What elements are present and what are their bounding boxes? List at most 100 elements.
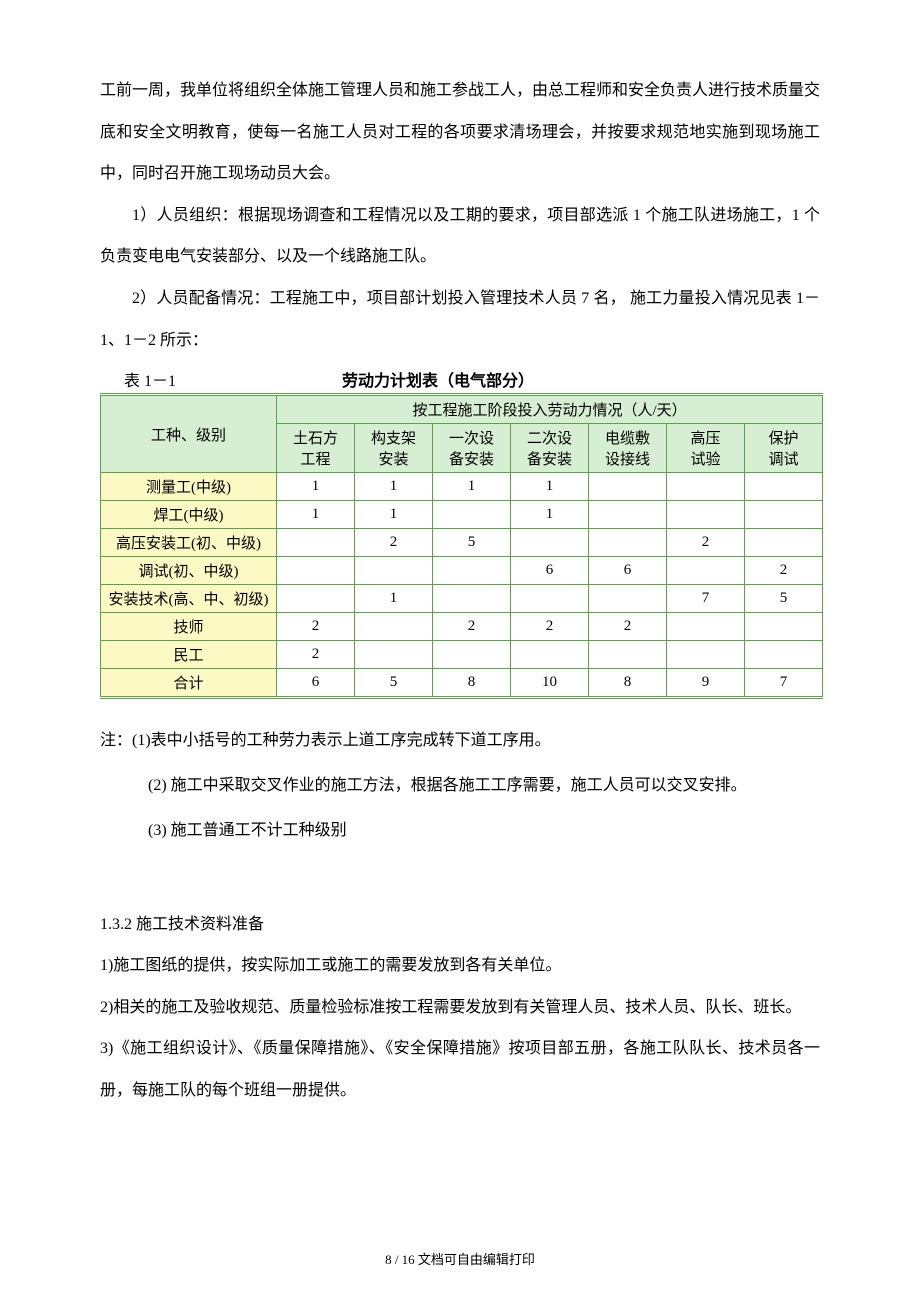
row-label: 高压安装工(初、中级) <box>101 529 277 557</box>
table-cell: 1 <box>355 473 433 501</box>
table-cell: 2 <box>277 613 355 641</box>
header-group: 按工程施工阶段投入劳动力情况（人/天） <box>277 395 823 424</box>
section-item-1: 1)施工图纸的提供，按实际加工或施工的需要发放到各有关单位。 <box>100 945 820 987</box>
row-label: 技师 <box>101 613 277 641</box>
section-item-3: 3)《施工组织设计》、《质量保障措施》、《安全保障措施》按项目部五册，各施工队队… <box>100 1028 820 1111</box>
table-cell <box>745 613 823 641</box>
paragraph-item-2: 2）人员配备情况：工程施工中，项目部计划投入管理技术人员 7 名， 施工力量投入… <box>100 278 820 361</box>
table-cell: 2 <box>589 613 667 641</box>
header-col-0: 土石方工程 <box>277 424 355 473</box>
header-col-4: 电缆敷设接线 <box>589 424 667 473</box>
table-cell <box>589 501 667 529</box>
table-cell: 2 <box>277 641 355 669</box>
table-cell <box>589 641 667 669</box>
table-cell: 5 <box>355 669 433 698</box>
table-row: 民工2 <box>101 641 823 669</box>
table-cell <box>433 557 511 585</box>
table-cell <box>433 641 511 669</box>
row-label: 焊工(中级) <box>101 501 277 529</box>
page-content: 工前一周，我单位将组织全体施工管理人员和施工参战工人，由总工程师和安全负责人进行… <box>0 0 920 1152</box>
table-cell: 1 <box>511 473 589 501</box>
note-2: (2) 施工中采取交叉作业的施工方法，根据各施工工序需要，施工人员可以交叉安排。 <box>100 764 820 809</box>
header-col-3: 二次设备安装 <box>511 424 589 473</box>
paragraph-item-1: 1）人员组织：根据现场调查和工程情况以及工期的要求，项目部选派 1 个施工队进场… <box>100 195 820 278</box>
section-heading: 1.3.2 施工技术资料准备 <box>100 904 820 946</box>
table-cell <box>511 641 589 669</box>
table-cell <box>277 585 355 613</box>
table-cell: 9 <box>667 669 745 698</box>
table-cell <box>433 501 511 529</box>
row-label: 安装技术(高、中、初级) <box>101 585 277 613</box>
table-cell <box>667 501 745 529</box>
table-row: 焊工(中级)111 <box>101 501 823 529</box>
table-row: 高压安装工(初、中级)252 <box>101 529 823 557</box>
section-1-3-2: 1.3.2 施工技术资料准备 1)施工图纸的提供，按实际加工或施工的需要发放到各… <box>100 904 820 1112</box>
table-cell: 1 <box>355 585 433 613</box>
table-cell <box>277 557 355 585</box>
table-cell: 2 <box>667 529 745 557</box>
table-cell <box>277 529 355 557</box>
header-col-2: 一次设备安装 <box>433 424 511 473</box>
table-cell <box>511 585 589 613</box>
table-caption: 表 1－1 劳动力计划表（电气部分） <box>100 367 820 391</box>
table-cell: 2 <box>511 613 589 641</box>
row-label: 调试(初、中级) <box>101 557 277 585</box>
header-col-6: 保护调试 <box>745 424 823 473</box>
table-cell <box>589 585 667 613</box>
header-col-1: 构支架安装 <box>355 424 433 473</box>
table-header: 工种、级别 按工程施工阶段投入劳动力情况（人/天） 土石方工程 构支架安装 一次… <box>101 395 823 473</box>
table-cell: 5 <box>433 529 511 557</box>
table-cell <box>667 641 745 669</box>
table-cell <box>511 529 589 557</box>
table-cell <box>589 529 667 557</box>
section-item-2: 2)相关的施工及验收规范、质量检验标准按工程需要发放到有关管理人员、技术人员、队… <box>100 987 820 1029</box>
table-cell: 1 <box>433 473 511 501</box>
table-cell: 7 <box>745 669 823 698</box>
table-cell <box>355 613 433 641</box>
table-cell <box>589 473 667 501</box>
row-label: 民工 <box>101 641 277 669</box>
table-cell <box>667 473 745 501</box>
table-cell: 1 <box>277 501 355 529</box>
row-label: 合计 <box>101 669 277 698</box>
table-cell: 6 <box>589 557 667 585</box>
note-1: 注：(1)表中小括号的工种劳力表示上道工序完成转下道工序用。 <box>100 719 820 764</box>
table-cell: 8 <box>589 669 667 698</box>
table-cell: 8 <box>433 669 511 698</box>
table-cell <box>745 501 823 529</box>
table-cell: 6 <box>511 557 589 585</box>
page-footer: 8 / 16 文档可自由编辑打印 <box>0 1249 920 1268</box>
table-title: 劳动力计划表（电气部分） <box>176 367 820 391</box>
table-cell <box>667 613 745 641</box>
table-cell <box>355 641 433 669</box>
table-body: 测量工(中级)1111焊工(中级)111高压安装工(初、中级)252调试(初、中… <box>101 473 823 698</box>
table-cell: 5 <box>745 585 823 613</box>
header-col-5: 高压试验 <box>667 424 745 473</box>
table-row: 合计65810897 <box>101 669 823 698</box>
note-3: (3) 施工普通工不计工种级别 <box>100 809 820 854</box>
table-cell: 10 <box>511 669 589 698</box>
table-notes: 注：(1)表中小括号的工种劳力表示上道工序完成转下道工序用。 (2) 施工中采取… <box>100 719 820 853</box>
table-cell <box>745 473 823 501</box>
table-cell: 6 <box>277 669 355 698</box>
table-cell <box>433 585 511 613</box>
table-cell <box>355 557 433 585</box>
row-label: 测量工(中级) <box>101 473 277 501</box>
table-row: 技师2222 <box>101 613 823 641</box>
table-cell: 2 <box>745 557 823 585</box>
paragraph-intro: 工前一周，我单位将组织全体施工管理人员和施工参战工人，由总工程师和安全负责人进行… <box>100 70 820 195</box>
table-cell: 1 <box>511 501 589 529</box>
table-row: 调试(初、中级) 66 2 <box>101 557 823 585</box>
header-worktype: 工种、级别 <box>101 395 277 473</box>
table-cell <box>745 529 823 557</box>
table-label: 表 1－1 <box>100 367 176 391</box>
table-cell <box>745 641 823 669</box>
table-cell: 1 <box>277 473 355 501</box>
table-row: 测量工(中级)1111 <box>101 473 823 501</box>
table-cell <box>667 557 745 585</box>
table-row: 安装技术(高、中、初级) 1 75 <box>101 585 823 613</box>
table-cell: 1 <box>355 501 433 529</box>
table-cell: 7 <box>667 585 745 613</box>
table-cell: 2 <box>355 529 433 557</box>
labor-plan-table: 工种、级别 按工程施工阶段投入劳动力情况（人/天） 土石方工程 构支架安装 一次… <box>100 393 823 699</box>
